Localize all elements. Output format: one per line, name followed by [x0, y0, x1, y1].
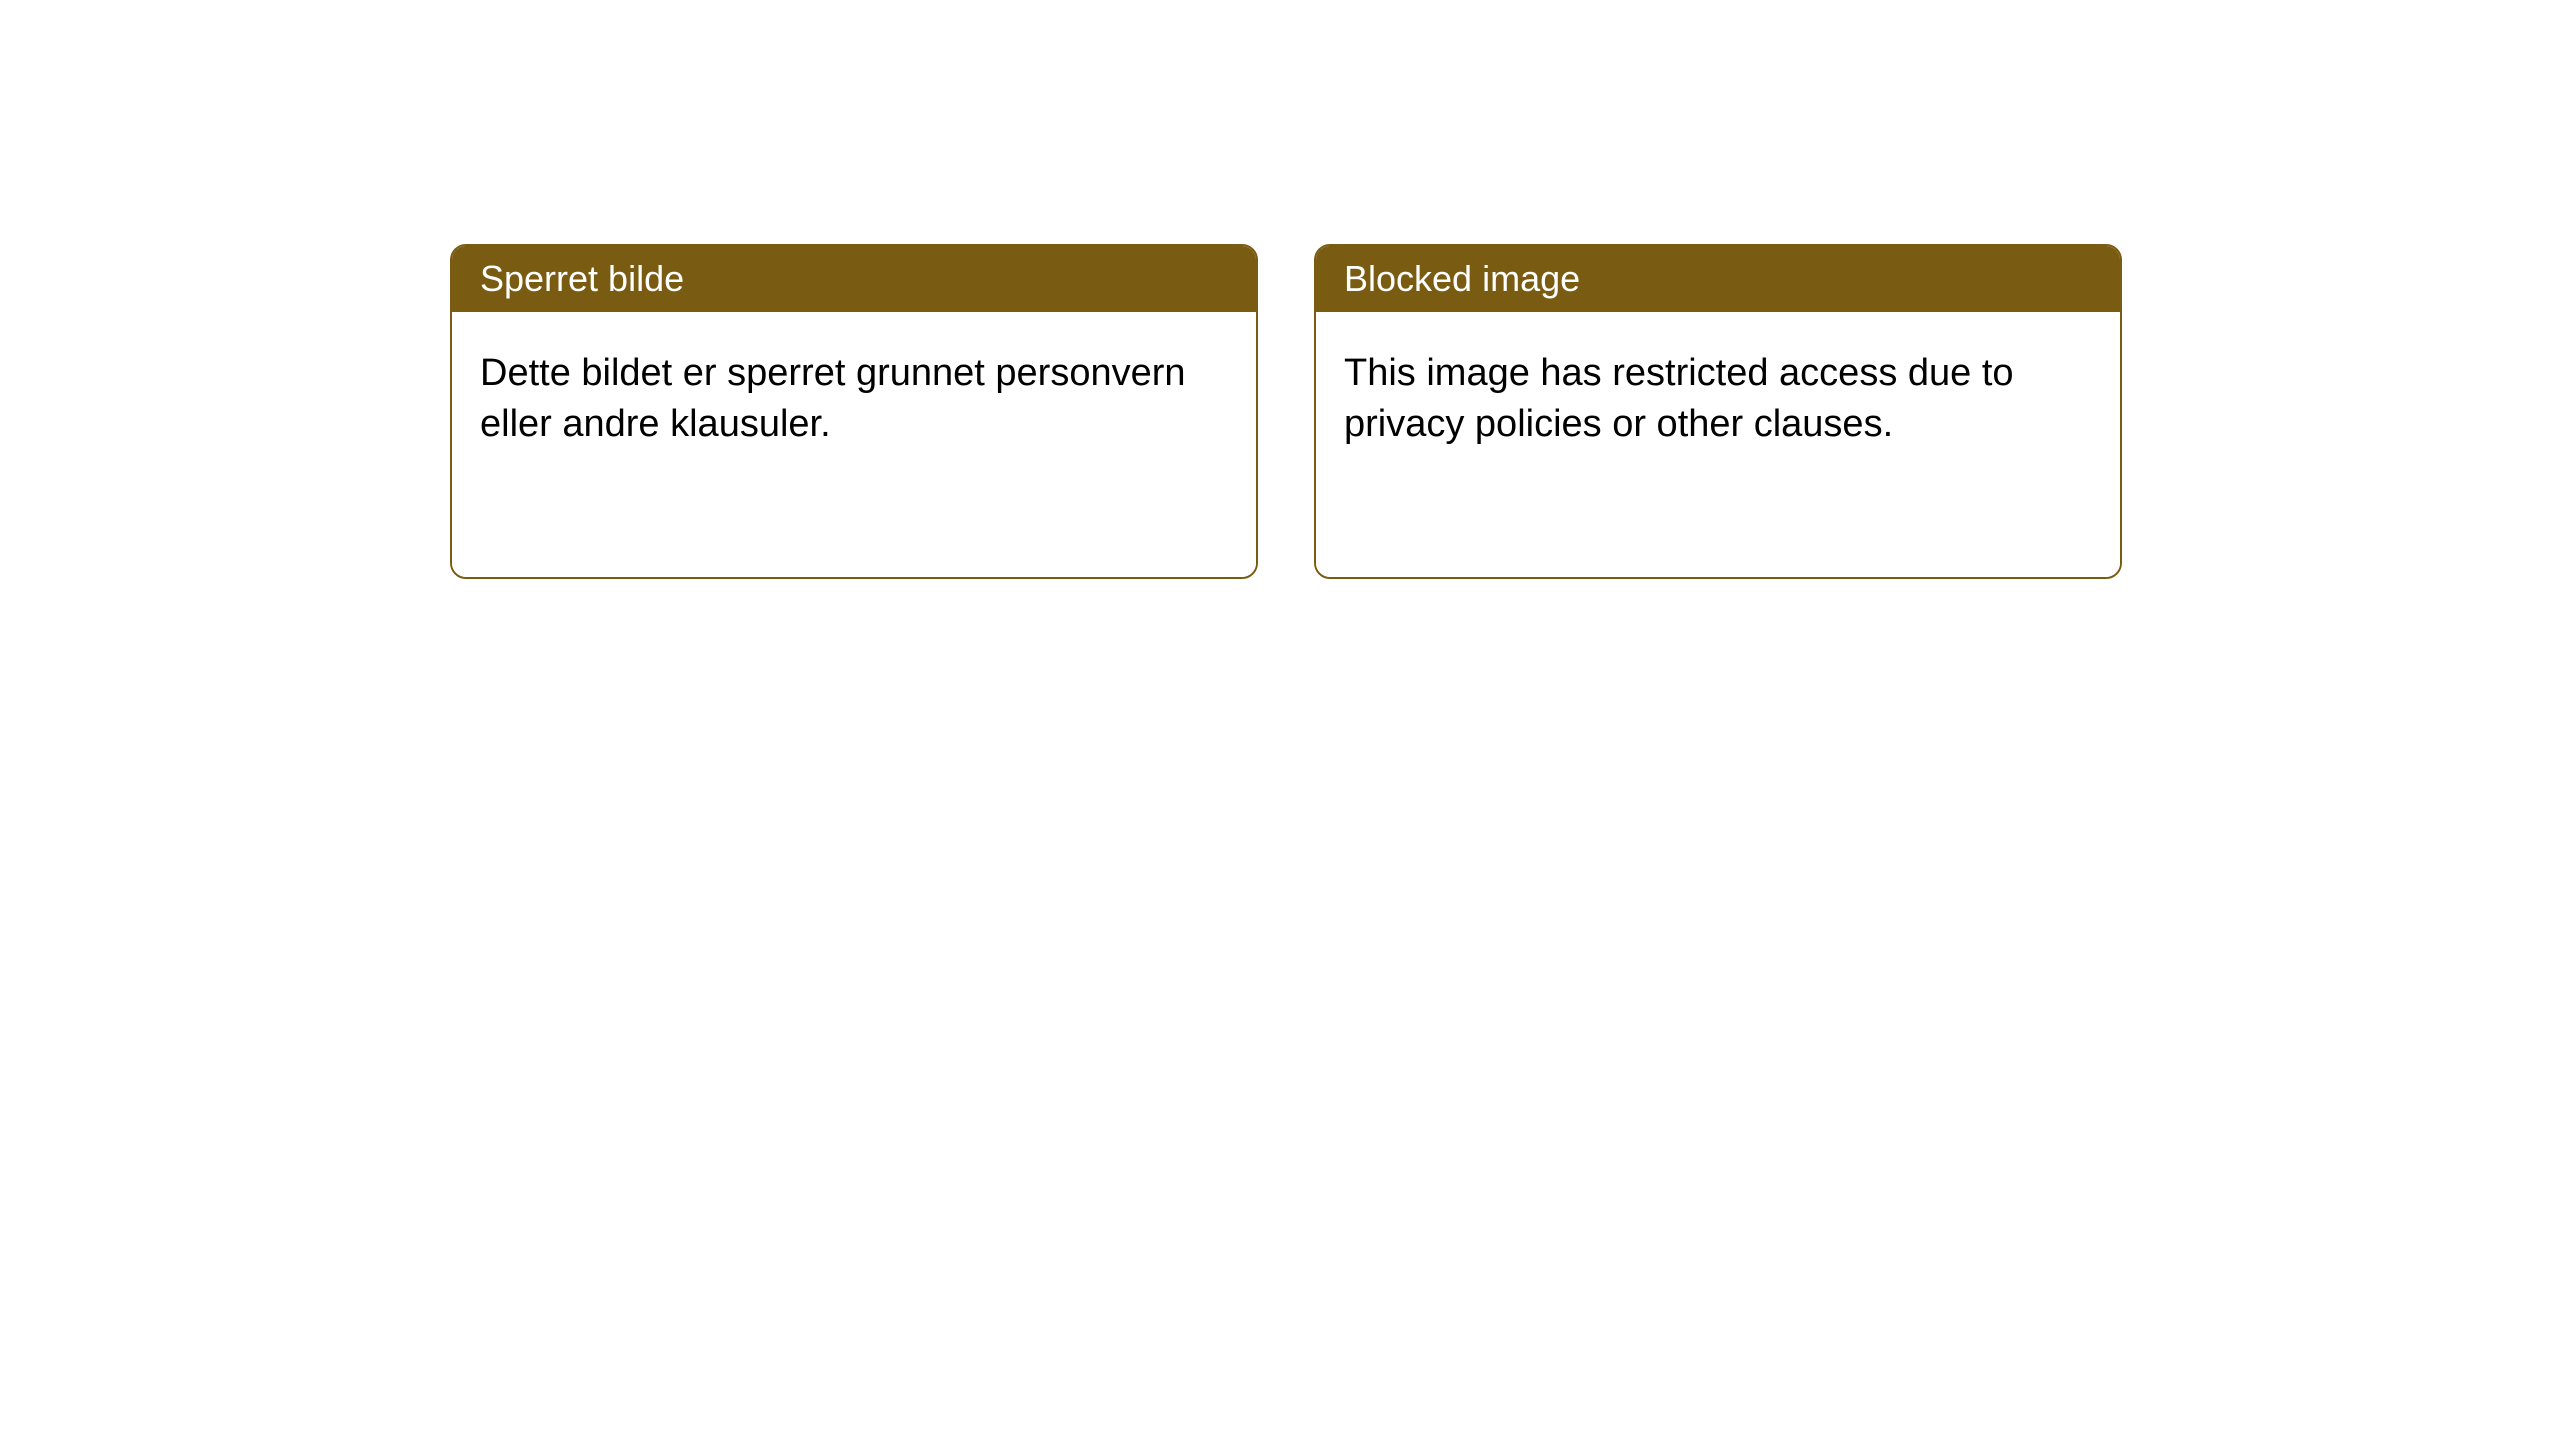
card-title: Sperret bilde	[480, 258, 684, 299]
card-norwegian: Sperret bilde Dette bildet er sperret gr…	[450, 244, 1258, 579]
card-body: Dette bildet er sperret grunnet personve…	[452, 312, 1256, 577]
card-body: This image has restricted access due to …	[1316, 312, 2120, 577]
card-body-text: Dette bildet er sperret grunnet personve…	[480, 348, 1228, 451]
card-header: Blocked image	[1316, 246, 2120, 312]
cards-container: Sperret bilde Dette bildet er sperret gr…	[450, 244, 2122, 579]
card-english: Blocked image This image has restricted …	[1314, 244, 2122, 579]
card-title: Blocked image	[1344, 258, 1580, 299]
card-body-text: This image has restricted access due to …	[1344, 348, 2092, 451]
card-header: Sperret bilde	[452, 246, 1256, 312]
